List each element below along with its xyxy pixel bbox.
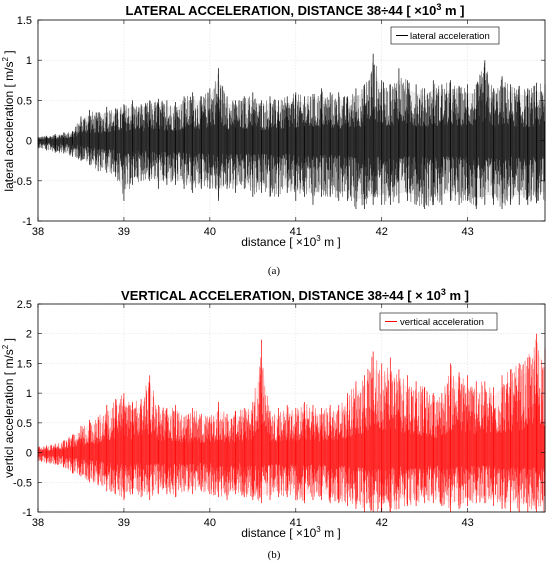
y-tick-label: 1.5 — [17, 358, 32, 370]
data-series — [37, 53, 546, 209]
y-tick-label: 0 — [26, 136, 32, 148]
y-tick-label: 0.5 — [17, 418, 32, 430]
chart-title: VERTICAL ACCELERATION, DISTANCE 38÷44 [ … — [121, 287, 469, 303]
x-tick-label: 43 — [462, 226, 474, 238]
y-axis-label: lateral acceleration [ m/s2 ] — [1, 50, 16, 191]
legend: lateral acceleration — [390, 26, 500, 45]
x-axis-ticks: 38 39 40 41 42 43 — [32, 304, 474, 529]
y-axis-label: verticl acceleration [ m/s2 ] — [1, 338, 16, 478]
panel-caption: (a) — [268, 265, 281, 277]
panel-caption: (b) — [268, 549, 281, 561]
y-tick-label: 1 — [26, 388, 32, 400]
lateral-acceleration-panel: LATERAL ACCELERATION, DISTANCE 38÷44 [ ×… — [1, 2, 546, 277]
x-tick-label: 40 — [204, 517, 216, 529]
vertical-acceleration-panel: VERTICAL ACCELERATION, DISTANCE 38÷44 [ … — [1, 287, 546, 561]
x-tick-label: 42 — [376, 226, 388, 238]
y-tick-label: -1 — [22, 507, 32, 519]
y-tick-label: -1 — [22, 216, 32, 228]
x-tick-label: 38 — [32, 226, 44, 238]
data-series — [37, 333, 546, 512]
x-axis-label: distance [ ×103 m ] — [241, 525, 341, 540]
plot-frame — [37, 303, 546, 513]
x-tick-label: 40 — [204, 226, 216, 238]
x-tick-label: 39 — [118, 226, 130, 238]
x-tick-label: 39 — [118, 517, 130, 529]
y-axis-ticks: -1 -0.5 0 0.5 1 1.5 — [13, 15, 545, 228]
y-tick-label: -0.5 — [13, 176, 32, 188]
y-tick-label: 2.5 — [17, 299, 32, 311]
y-tick-label: 1 — [26, 55, 32, 67]
legend-label: vertical acceleration — [400, 317, 484, 328]
plot-frame — [37, 19, 546, 222]
x-tick-label: 41 — [290, 226, 302, 238]
y-tick-label: 1.5 — [17, 15, 32, 27]
legend-box — [390, 26, 500, 45]
legend-label: lateral acceleration — [410, 31, 490, 42]
y-tick-label: 2 — [26, 329, 32, 341]
x-tick-label: 41 — [290, 517, 302, 529]
y-tick-label: -0.5 — [13, 477, 32, 489]
y-tick-label: 0 — [26, 448, 32, 460]
x-tick-label: 38 — [32, 517, 44, 529]
x-tick-label: 42 — [376, 517, 388, 529]
x-axis-ticks: 38 39 40 41 42 43 — [32, 20, 474, 238]
y-axis-ticks: -1 -0.5 0 0.5 1 1.5 2 2.5 — [13, 299, 545, 519]
x-tick-label: 43 — [462, 517, 474, 529]
x-axis-label: distance [ ×103 m ] — [241, 234, 341, 249]
legend: vertical acceleration — [379, 312, 498, 331]
chart-title: LATERAL ACCELERATION, DISTANCE 38÷44 [ ×… — [125, 2, 464, 18]
legend-box — [379, 312, 498, 331]
y-tick-label: 0.5 — [17, 95, 32, 107]
